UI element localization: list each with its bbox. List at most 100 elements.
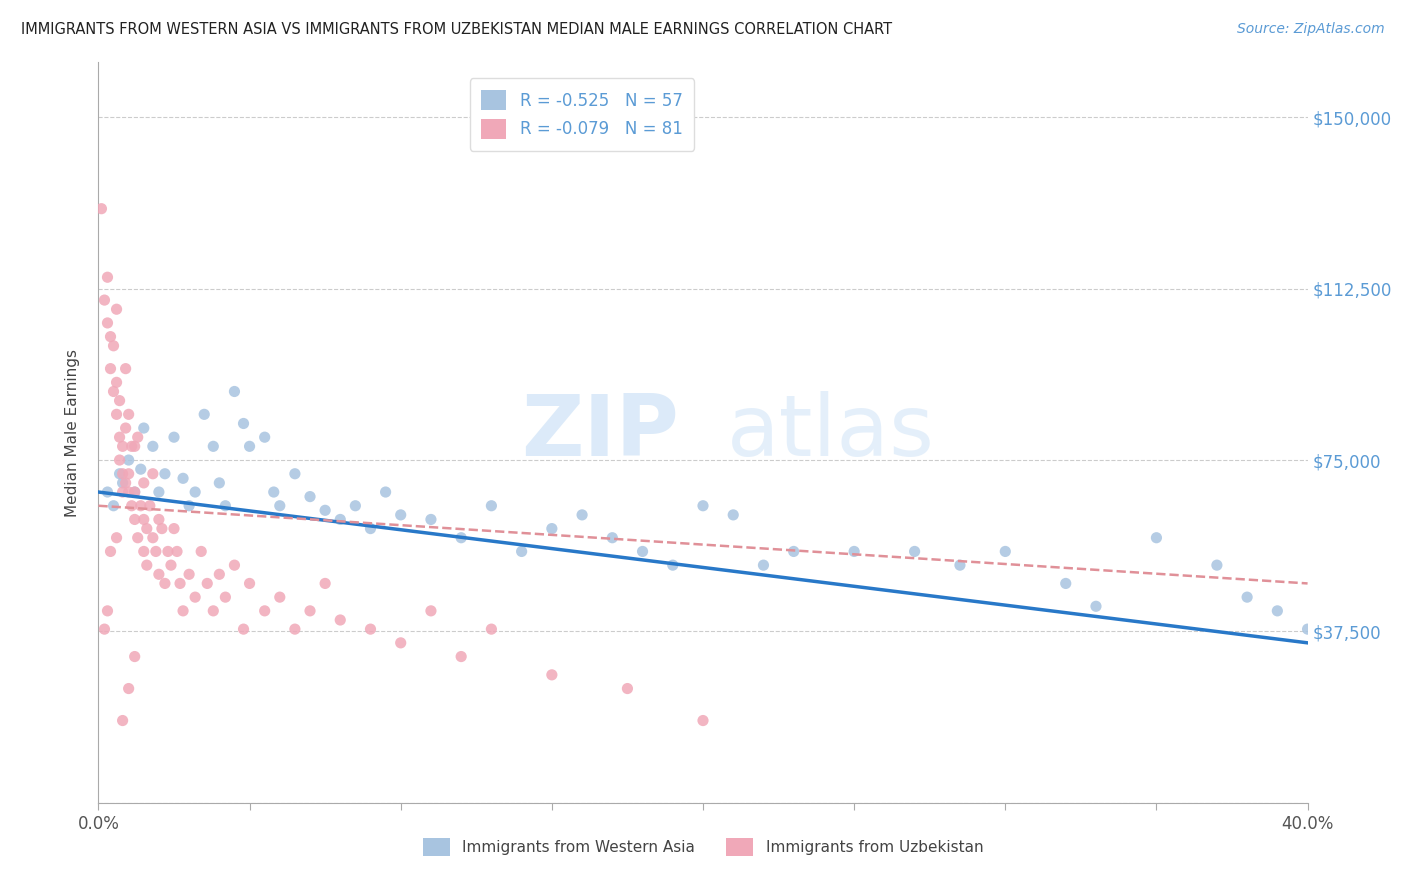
Point [179, 567, 201, 582]
Point [571, 508, 593, 522]
Point [100, 361, 122, 376]
Point [692, 499, 714, 513]
Point [314, 576, 336, 591]
Point [114, 421, 136, 435]
Point [124, 512, 146, 526]
Point [1054, 576, 1077, 591]
Point [374, 485, 396, 500]
Point [172, 604, 194, 618]
Point [145, 544, 167, 558]
Point [752, 558, 775, 573]
Point [389, 636, 412, 650]
Y-axis label: Median Male Earnings: Median Male Earnings [65, 349, 80, 516]
Point [108, 467, 131, 481]
Point [184, 485, 207, 500]
Point [96, 316, 118, 330]
Point [1267, 604, 1289, 618]
Point [269, 499, 291, 513]
Point [329, 613, 352, 627]
Point [93, 622, 115, 636]
Point [195, 576, 218, 591]
Point [156, 544, 179, 558]
Point [96, 604, 118, 618]
Text: atlas: atlas [727, 391, 935, 475]
Point [214, 590, 236, 604]
Point [118, 681, 141, 696]
Point [450, 531, 472, 545]
Text: ZIP: ZIP [522, 391, 679, 475]
Point [100, 329, 122, 343]
Point [105, 302, 128, 317]
Point [132, 544, 155, 558]
Point [329, 512, 352, 526]
Point [202, 439, 225, 453]
Point [179, 499, 201, 513]
Point [239, 439, 262, 453]
Point [111, 714, 134, 728]
Point [148, 512, 170, 526]
Point [602, 531, 624, 545]
Point [111, 485, 134, 500]
Point [127, 531, 149, 545]
Point [172, 471, 194, 485]
Point [994, 544, 1017, 558]
Point [169, 576, 191, 591]
Point [540, 668, 562, 682]
Point [631, 544, 654, 558]
Point [208, 475, 231, 490]
Point [124, 649, 146, 664]
Point [1085, 599, 1108, 614]
Point [783, 544, 806, 558]
Point [208, 567, 231, 582]
Point [118, 467, 141, 481]
Point [103, 384, 125, 399]
Point [129, 462, 152, 476]
Point [108, 453, 131, 467]
Point [540, 522, 562, 536]
Point [214, 499, 236, 513]
Point [253, 604, 276, 618]
Point [105, 531, 128, 545]
Point [124, 439, 146, 453]
Point [661, 558, 683, 573]
Point [190, 544, 212, 558]
Point [118, 453, 141, 467]
Point [360, 622, 382, 636]
Point [163, 430, 186, 444]
Point [269, 590, 291, 604]
Point [299, 490, 322, 504]
Point [1206, 558, 1229, 573]
Point [124, 485, 146, 500]
Point [100, 544, 122, 558]
Point [111, 475, 134, 490]
Point [193, 408, 215, 422]
Point [108, 393, 131, 408]
Point [114, 475, 136, 490]
Point [166, 544, 188, 558]
Point [121, 499, 143, 513]
Point [224, 384, 246, 399]
Point [132, 512, 155, 526]
Point [150, 522, 173, 536]
Point [142, 439, 165, 453]
Point [103, 499, 125, 513]
Point [1296, 622, 1319, 636]
Point [121, 439, 143, 453]
Point [510, 544, 533, 558]
Point [949, 558, 972, 573]
Point [96, 485, 118, 500]
Point [284, 467, 307, 481]
Point [163, 522, 186, 536]
Point [616, 681, 638, 696]
Point [202, 604, 225, 618]
Point [360, 522, 382, 536]
Point [103, 339, 125, 353]
Point [135, 558, 157, 573]
Point [723, 508, 745, 522]
Point [160, 558, 183, 573]
Point [148, 567, 170, 582]
Point [132, 475, 155, 490]
Point [139, 499, 162, 513]
Point [284, 622, 307, 636]
Point [844, 544, 866, 558]
